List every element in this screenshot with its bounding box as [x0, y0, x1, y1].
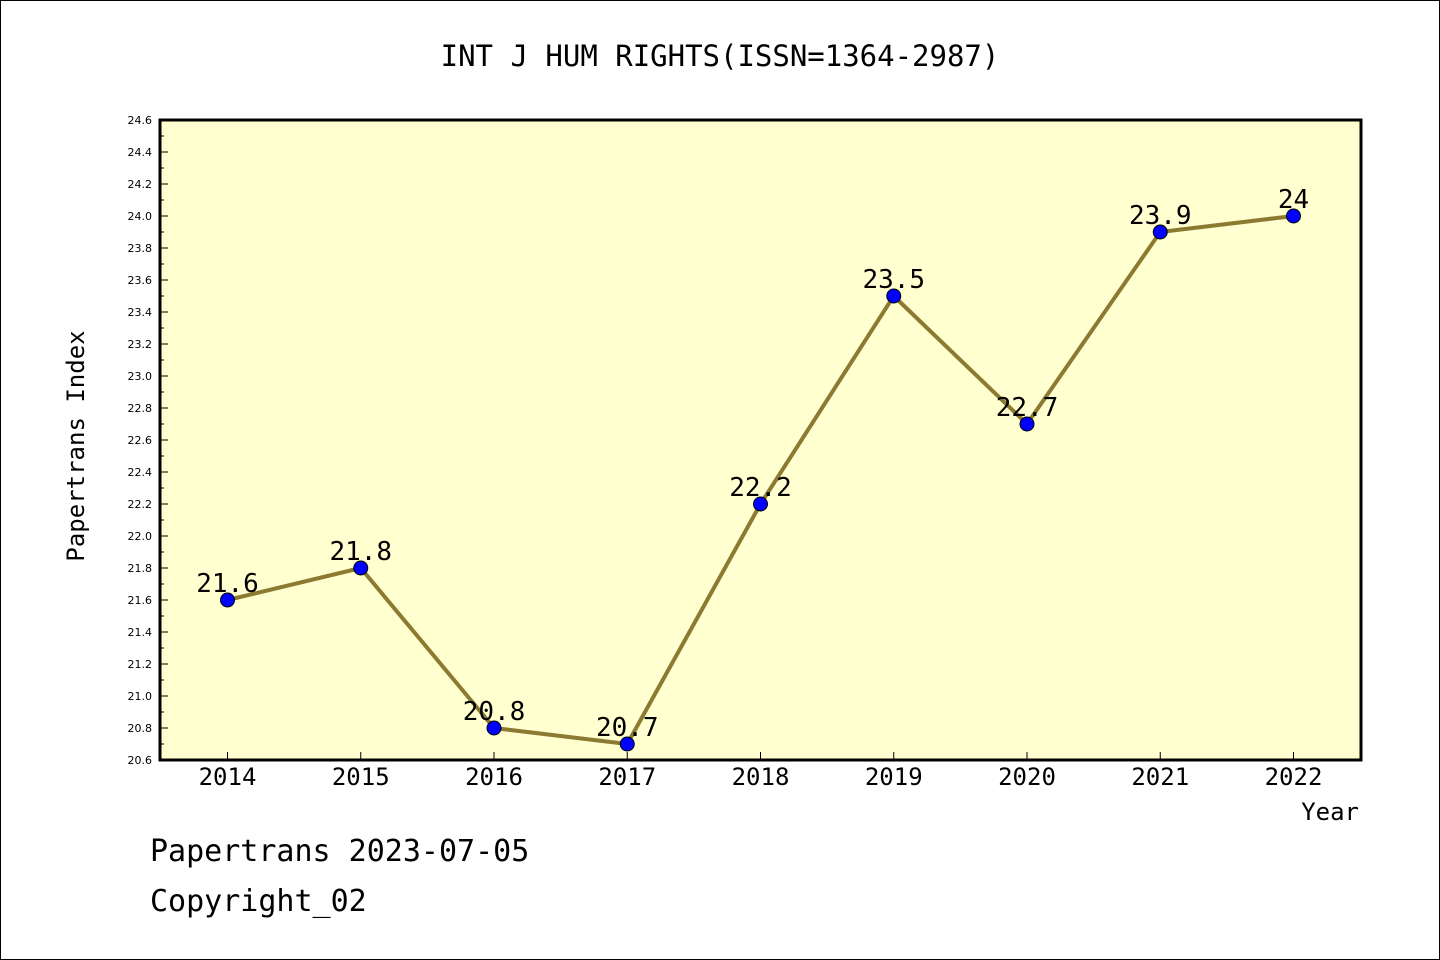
- data-point-marker: [1152, 224, 1168, 240]
- x-tick-label: 2015: [332, 763, 390, 791]
- data-point-marker: [220, 592, 235, 608]
- series-markers: [220, 208, 1301, 752]
- y-tick-label: 20.8: [128, 722, 153, 735]
- y-tick-label: 21.8: [128, 562, 153, 575]
- y-tick-label: 23.4: [128, 306, 153, 319]
- x-tick-label: 2016: [465, 763, 523, 791]
- data-point-label: 22.2: [729, 473, 792, 503]
- data-point-label: 21.6: [196, 569, 259, 599]
- y-tick-label: 23.2: [128, 338, 153, 351]
- y-tick-label: 21.2: [128, 658, 153, 671]
- y-tick-label: 20.6: [128, 754, 153, 767]
- x-tick-label: 2018: [732, 763, 790, 791]
- data-point-marker: [353, 560, 369, 576]
- data-point-marker: [886, 288, 902, 304]
- y-tick-label: 22.0: [128, 530, 153, 543]
- x-tick-label: 2020: [998, 763, 1056, 791]
- y-axis-ticks: 20.6 20.8 21.0 21.2 21.4 21.6 21.8 22.0 22.2 22.4…: [128, 114, 168, 767]
- data-point-marker: [1286, 208, 1301, 224]
- chart-title: INT J HUM RIGHTS(ISSN=1364-2987): [441, 39, 1000, 73]
- data-point-label: 22.7: [996, 393, 1059, 423]
- y-tick-label: 23.8: [128, 242, 153, 255]
- y-axis-label: Papertrans Index: [62, 330, 90, 561]
- y-tick-label: 23.6: [128, 274, 153, 287]
- x-tick-label: 2014: [199, 763, 257, 791]
- x-tick-label: 2021: [1131, 763, 1189, 791]
- y-tick-label: 21.6: [128, 594, 153, 607]
- x-axis-label: Year: [1301, 798, 1359, 826]
- data-point-label: 24: [1278, 185, 1309, 215]
- y-tick-label: 22.2: [128, 498, 153, 511]
- data-point-label: 23.5: [862, 265, 925, 295]
- footer-date-text: Papertrans 2023-07-05: [150, 834, 530, 869]
- data-point-marker: [486, 720, 502, 736]
- data-point-label: 20.7: [596, 713, 659, 743]
- data-point-marker: [619, 736, 635, 752]
- y-tick-label: 21.4: [128, 626, 153, 639]
- data-point-marker: [753, 496, 768, 512]
- y-tick-label: 24.0: [128, 210, 153, 223]
- y-tick-label: 24.6: [128, 114, 153, 127]
- y-tick-label: 24.2: [128, 178, 153, 191]
- x-axis-ticks: 2014 2015 2016 2017 2018 2019 2020 2021 2022: [199, 752, 1323, 791]
- y-tick-label: 21.0: [128, 690, 153, 703]
- y-tick-label: 22.8: [128, 402, 153, 415]
- x-tick-label: 2022: [1265, 763, 1323, 791]
- data-point-marker: [1019, 416, 1035, 432]
- data-point-label: 21.8: [329, 537, 392, 567]
- x-tick-label: 2019: [865, 763, 923, 791]
- footer-copyright-text: Copyright_02: [150, 884, 367, 919]
- plot-border: [158, 118, 1363, 762]
- data-point-label: 23.9: [1129, 201, 1192, 231]
- data-labels: 21.6 21.8 20.8 20.7 22.2 23.5 22.7 23.9 24: [196, 185, 1309, 743]
- y-tick-label: 22.6: [128, 434, 153, 447]
- data-point-label: 20.8: [463, 697, 526, 727]
- y-tick-label: 24.4: [128, 146, 153, 159]
- x-tick-label: 2017: [598, 763, 656, 791]
- y-tick-label: 23.0: [128, 370, 153, 383]
- y-tick-label: 22.4: [128, 466, 153, 479]
